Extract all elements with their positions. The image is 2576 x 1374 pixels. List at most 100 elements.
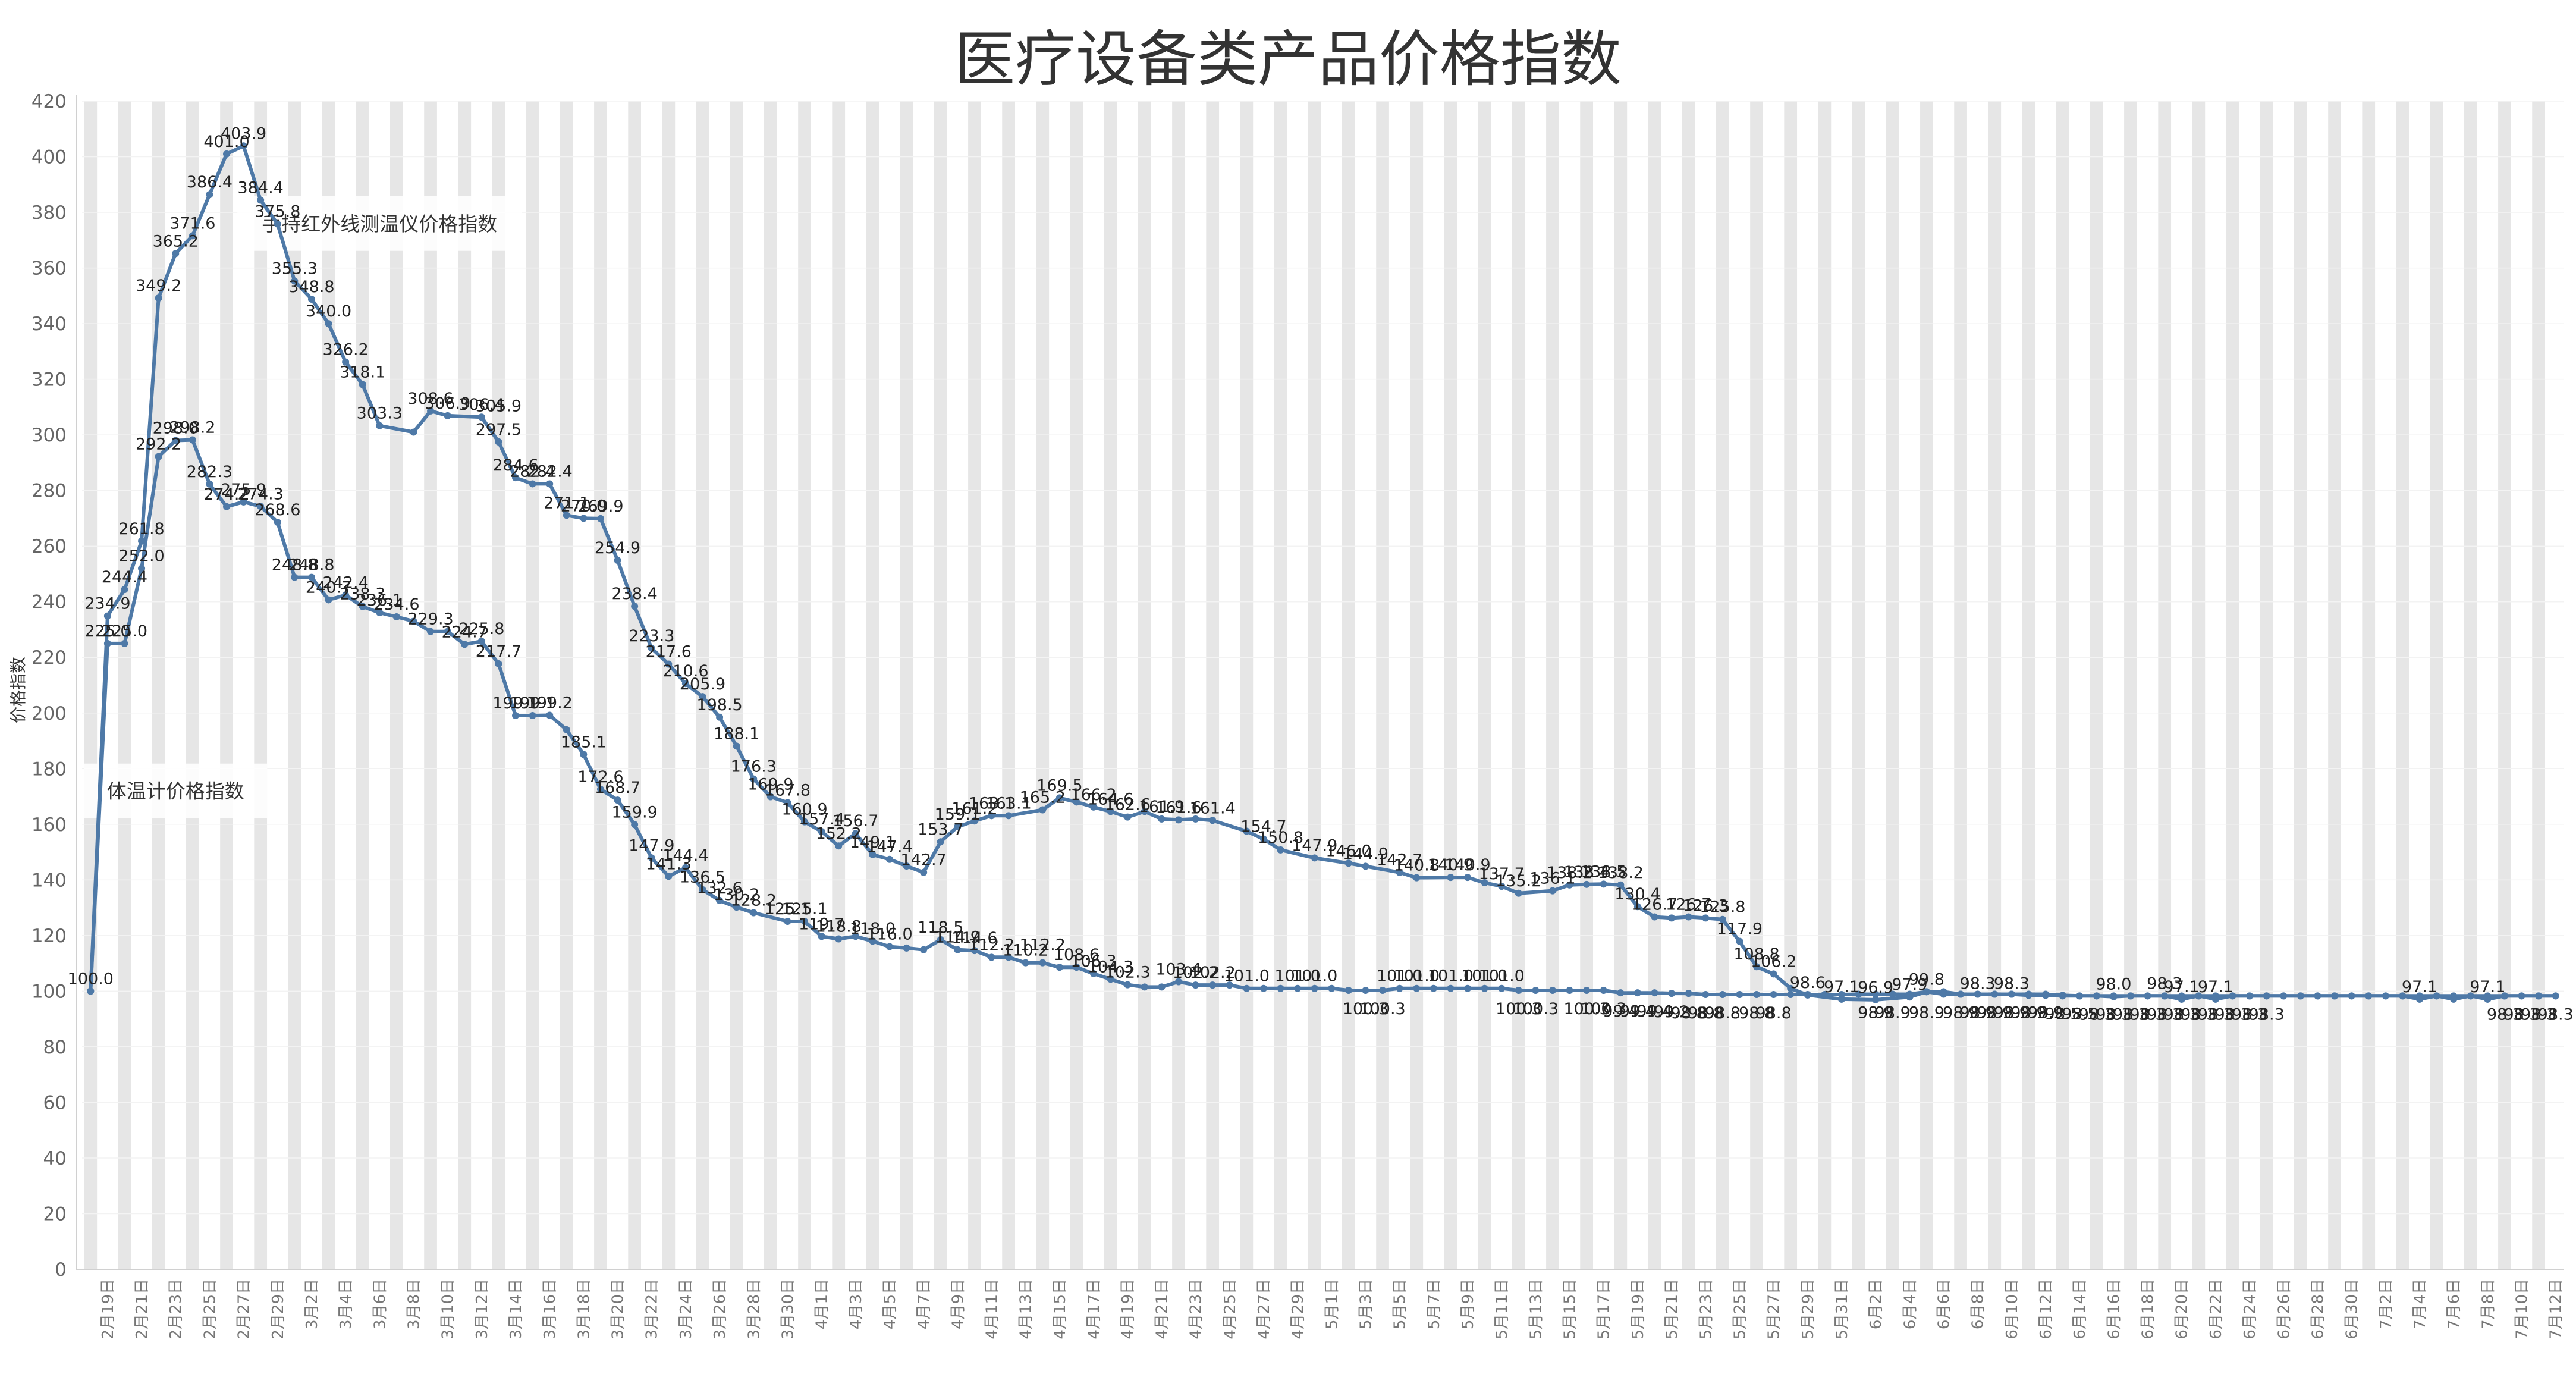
x-tick-label: 7月8日 <box>2479 1279 2497 1329</box>
data-point <box>1107 975 1114 983</box>
data-label: 340.0 <box>306 302 351 321</box>
y-tick-label: 140 <box>32 870 67 891</box>
column-band <box>968 101 981 1269</box>
data-point <box>835 842 843 850</box>
data-point <box>2211 992 2219 1000</box>
data-point <box>648 854 655 862</box>
data-point <box>750 775 758 783</box>
x-tick-label: 2月27日 <box>235 1279 253 1340</box>
data-point <box>1974 990 1981 998</box>
data-point <box>2552 992 2559 1000</box>
data-point <box>614 796 621 804</box>
x-tick-label: 5月29日 <box>1799 1279 1817 1340</box>
data-point <box>1633 903 1641 911</box>
data-point <box>2297 992 2304 1000</box>
data-point <box>1192 981 1199 989</box>
data-point <box>784 918 791 926</box>
column-band <box>560 101 573 1269</box>
x-tick-label: 5月27日 <box>1765 1279 1783 1340</box>
data-point <box>1362 986 1369 994</box>
data-point <box>1039 959 1047 967</box>
data-point <box>1259 835 1267 843</box>
data-point <box>988 812 995 820</box>
x-tick-label: 3月6日 <box>371 1279 389 1329</box>
column-band <box>152 101 165 1269</box>
data-label: 102.2 <box>1173 964 1218 982</box>
data-point <box>1209 817 1217 824</box>
data-label: 136.1 <box>1529 870 1575 888</box>
data-point <box>274 220 281 228</box>
data-point <box>376 422 384 429</box>
data-point <box>699 693 706 701</box>
data-point <box>1548 986 1556 994</box>
data-point <box>1787 984 1795 992</box>
data-point <box>1855 990 1862 998</box>
column-band <box>832 101 846 1269</box>
column-band <box>1342 101 1355 1269</box>
data-point <box>733 904 740 911</box>
x-tick-label: 4月15日 <box>1051 1279 1069 1340</box>
x-tick-label: 2月19日 <box>99 1279 117 1340</box>
x-tick-label: 6月8日 <box>1969 1279 1987 1329</box>
x-tick-label: 5月25日 <box>1731 1279 1749 1340</box>
data-point <box>2042 990 2050 998</box>
annotation-label: 手持红外线测温仪价格指数 <box>262 212 497 236</box>
data-point <box>1583 986 1591 994</box>
data-point <box>2399 992 2407 1000</box>
data-point <box>563 512 570 519</box>
data-point <box>1259 984 1267 992</box>
y-tick-label: 160 <box>32 814 67 836</box>
data-point <box>2415 992 2423 1000</box>
data-label: 199.2 <box>527 694 573 713</box>
data-point <box>665 873 673 880</box>
data-point <box>325 596 332 604</box>
data-point <box>970 817 978 825</box>
data-point <box>784 799 791 807</box>
data-point <box>392 613 400 620</box>
data-point <box>240 142 247 150</box>
y-tick-label: 80 <box>43 1037 67 1058</box>
data-point <box>1294 984 1302 992</box>
data-label: 298.0 <box>153 419 199 437</box>
data-point <box>818 933 825 940</box>
data-point <box>2076 992 2084 1000</box>
data-point <box>1532 986 1540 994</box>
data-point <box>937 838 944 846</box>
data-label: 169.5 <box>1036 776 1082 795</box>
data-point <box>1804 990 1811 998</box>
column-band <box>2430 101 2443 1269</box>
data-label: 142.7 <box>901 851 947 870</box>
x-tick-label: 3月16日 <box>541 1279 559 1340</box>
x-tick-label: 4月29日 <box>1289 1279 1307 1340</box>
column-band <box>1716 101 1729 1269</box>
data-point <box>1906 990 1914 998</box>
data-label: 100.3 <box>1359 1000 1405 1018</box>
data-point <box>155 453 162 460</box>
data-point <box>1447 984 1455 992</box>
data-label: 100.3 <box>1581 1000 1626 1018</box>
data-label: 100.0 <box>68 970 114 988</box>
data-point <box>1957 990 1965 998</box>
data-label: 99.4 <box>1603 1002 1638 1021</box>
data-point <box>1413 984 1421 992</box>
data-point <box>1872 996 1880 1003</box>
data-point <box>1107 808 1114 815</box>
data-point <box>1889 990 1896 998</box>
data-label: 365.2 <box>153 232 199 250</box>
column-band <box>2532 101 2545 1269</box>
data-label: 114.6 <box>951 929 997 948</box>
x-tick-label: 5月3日 <box>1357 1279 1375 1329</box>
data-point <box>766 793 774 801</box>
data-label: 101.0 <box>1428 967 1474 986</box>
data-point <box>596 785 604 793</box>
data-point <box>1277 846 1284 854</box>
data-label: 98.9 <box>1960 1004 1996 1022</box>
x-tick-label: 5月13日 <box>1527 1279 1545 1340</box>
x-tick-label: 3月22日 <box>643 1279 661 1340</box>
column-band <box>1308 101 1321 1269</box>
column-band <box>2328 101 2341 1269</box>
grid-lines <box>82 101 2564 1270</box>
column-band <box>1546 101 1559 1269</box>
data-label: 98.3 <box>2232 1005 2267 1024</box>
